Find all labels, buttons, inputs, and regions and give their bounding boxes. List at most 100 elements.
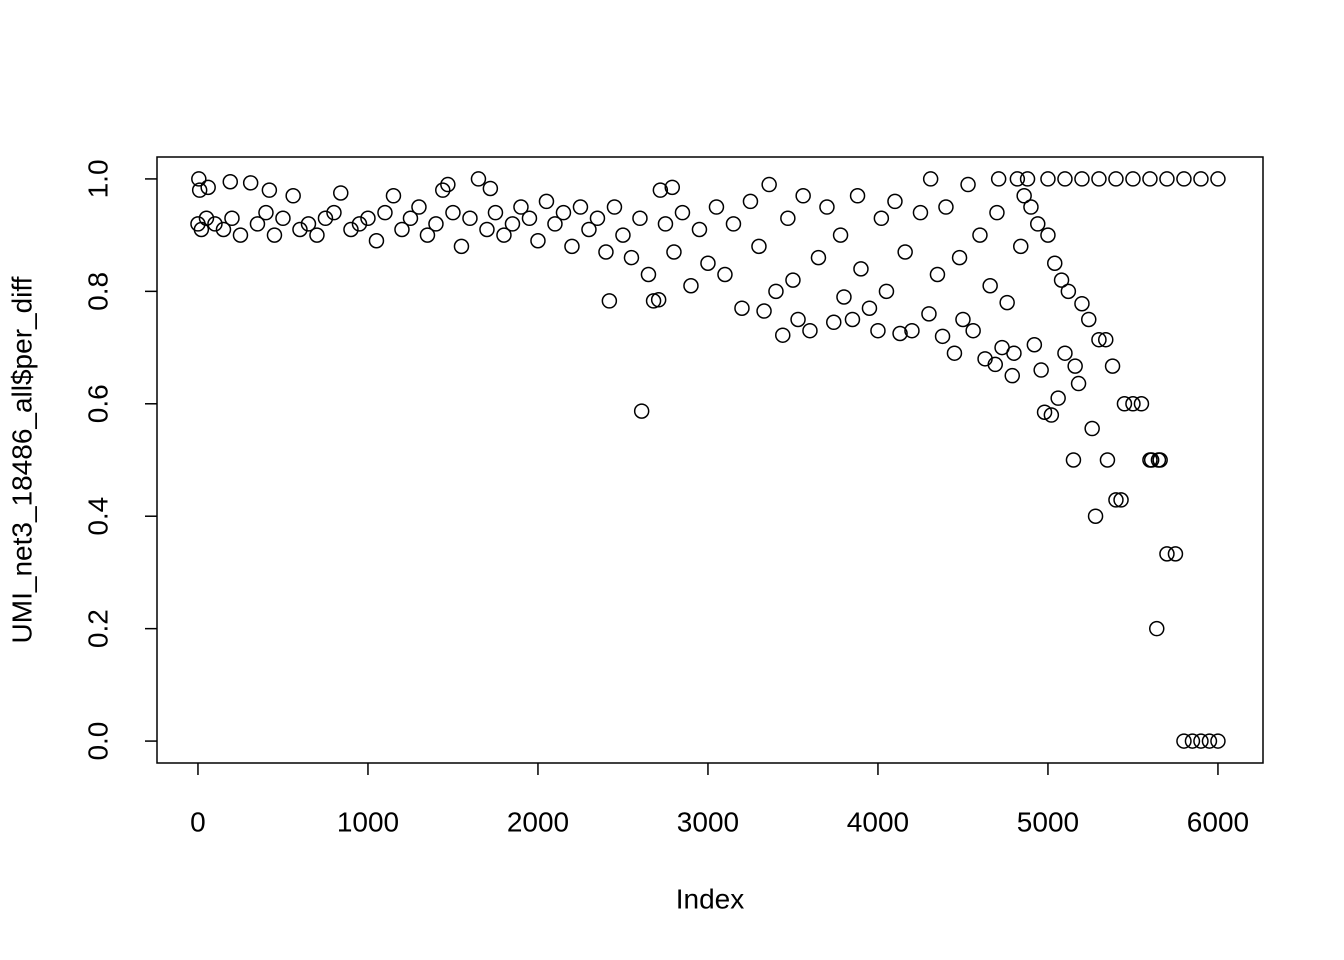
point — [530, 233, 546, 249]
point — [470, 171, 487, 187]
point — [946, 345, 963, 361]
point — [751, 238, 767, 255]
point — [1193, 733, 1209, 749]
point — [832, 227, 849, 243]
point — [513, 199, 529, 215]
point — [912, 204, 929, 221]
point — [482, 180, 499, 197]
point — [1040, 171, 1056, 187]
point — [258, 204, 274, 221]
point — [795, 188, 811, 204]
point — [581, 221, 597, 238]
y-tick-label: 0.0 — [82, 722, 113, 761]
point — [802, 322, 818, 339]
point — [547, 216, 563, 232]
point — [1013, 238, 1029, 255]
point — [922, 171, 939, 187]
point — [768, 283, 784, 300]
x-tick-label: 1000 — [337, 806, 399, 837]
point — [445, 204, 461, 221]
point — [1125, 171, 1141, 187]
point — [1009, 171, 1026, 187]
point — [1033, 362, 1049, 378]
point — [1125, 396, 1141, 412]
point — [700, 255, 716, 271]
point — [633, 403, 650, 419]
point — [1070, 375, 1087, 392]
point — [351, 216, 368, 232]
y-tick-label: 0.4 — [82, 497, 113, 536]
point — [555, 204, 572, 221]
point — [666, 244, 682, 260]
point — [504, 216, 521, 232]
point — [601, 293, 618, 309]
y-tick-label: 1.0 — [82, 159, 113, 198]
point — [368, 233, 385, 249]
point — [1057, 171, 1073, 187]
point — [453, 238, 470, 255]
point — [780, 210, 796, 227]
point — [1047, 255, 1063, 271]
point — [623, 249, 640, 266]
point — [1074, 295, 1090, 312]
point — [990, 171, 1007, 187]
point — [650, 292, 667, 308]
point — [691, 221, 708, 238]
point — [951, 249, 968, 266]
point — [1193, 171, 1209, 187]
point — [1026, 337, 1043, 353]
point — [1023, 199, 1039, 215]
point — [343, 221, 359, 238]
point — [462, 210, 478, 227]
point — [215, 221, 232, 238]
x-tick-label: 2000 — [507, 806, 569, 837]
point — [1152, 452, 1168, 468]
x-tick-label: 0 — [190, 806, 206, 837]
point — [1159, 546, 1175, 562]
point — [972, 227, 988, 243]
point — [632, 210, 648, 227]
point — [853, 261, 869, 277]
point — [1030, 216, 1046, 232]
point — [989, 204, 1005, 221]
point — [742, 193, 759, 210]
point — [844, 311, 861, 328]
point — [790, 311, 806, 328]
point — [1159, 171, 1175, 187]
plot-box — [156, 156, 1264, 764]
y-tick-label: 0.2 — [82, 609, 113, 648]
point — [861, 300, 878, 316]
point — [1142, 171, 1158, 187]
point — [275, 210, 291, 227]
point — [572, 199, 589, 215]
y-axis-label: UMI_net3_18486_all$per_diff — [6, 276, 37, 643]
point — [1104, 358, 1121, 374]
point — [479, 221, 495, 238]
point — [1040, 227, 1056, 243]
point — [725, 216, 742, 232]
point — [1065, 452, 1082, 468]
point — [1067, 358, 1083, 374]
point — [309, 227, 325, 243]
point — [987, 356, 1004, 373]
point — [1201, 733, 1218, 749]
point — [999, 294, 1015, 311]
point — [674, 204, 691, 221]
point — [1081, 311, 1097, 328]
point — [1176, 171, 1192, 187]
point — [955, 311, 971, 328]
point — [892, 325, 908, 342]
point — [487, 204, 504, 221]
point — [232, 227, 249, 243]
x-tick-label: 6000 — [1187, 806, 1249, 837]
point — [645, 293, 662, 309]
point — [870, 322, 886, 339]
point — [249, 216, 266, 232]
point — [428, 216, 444, 232]
point — [1016, 188, 1032, 204]
point — [1116, 396, 1133, 412]
x-tick-label: 4000 — [847, 806, 909, 837]
point — [887, 193, 903, 210]
point — [1036, 404, 1053, 420]
